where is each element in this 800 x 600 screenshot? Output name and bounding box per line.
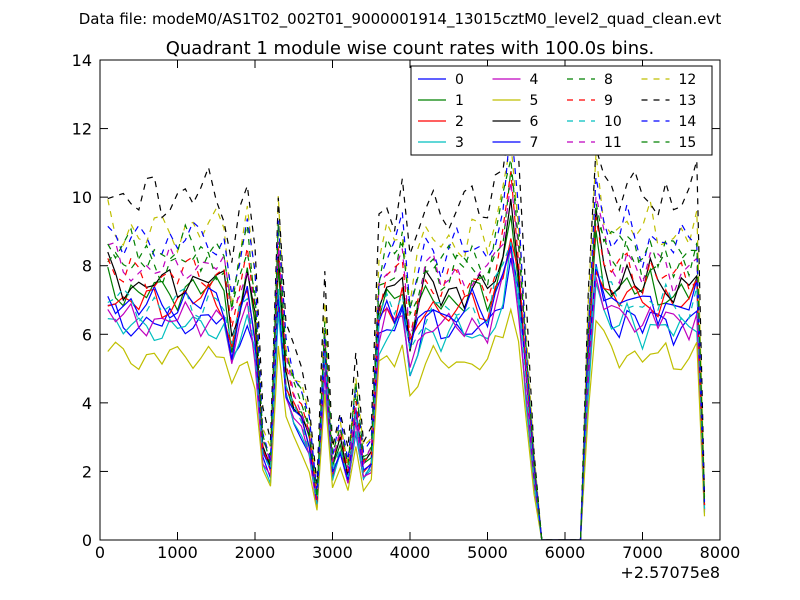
x-tick-label: 8000 [700, 543, 741, 562]
y-tick-label: 12 [72, 120, 92, 139]
legend-label-1: 1 [455, 93, 464, 109]
series-layer [107, 110, 706, 540]
y-tick-label: 14 [72, 51, 92, 70]
series-line-6 [107, 198, 706, 540]
legend-label-15: 15 [679, 135, 697, 151]
legend-box [410, 65, 713, 156]
x-tick-label: 3000 [312, 543, 353, 562]
legend-label-10: 10 [604, 114, 622, 130]
legend-label-7: 7 [530, 135, 539, 151]
series-line-15 [107, 158, 706, 540]
legend-label-12: 12 [679, 72, 697, 88]
legend-label-4: 4 [530, 72, 539, 88]
x-tick-label: 2000 [235, 543, 276, 562]
x-tick-label: 7000 [622, 543, 663, 562]
legend-label-6: 6 [530, 114, 539, 130]
series-line-10 [107, 242, 706, 540]
x-tick-label: 0 [95, 543, 105, 562]
series-line-7 [107, 245, 706, 540]
series-line-4 [107, 249, 706, 540]
y-tick-label: 4 [82, 394, 92, 413]
legend-label-5: 5 [530, 93, 539, 109]
x-tick-label: 1000 [157, 543, 198, 562]
x-tick-label: 4000 [390, 543, 431, 562]
y-tick-label: 10 [72, 188, 92, 207]
y-tick-label: 8 [82, 257, 92, 276]
x-tick-label: 5000 [467, 543, 508, 562]
chart-title: Quadrant 1 module wise count rates with … [166, 38, 655, 59]
x-tick-label: 6000 [545, 543, 586, 562]
series-line-14 [107, 123, 706, 540]
data-file-caption: Data file: modeM0/AS1T02_002T01_90000019… [79, 10, 722, 29]
legend-label-2: 2 [455, 114, 464, 130]
x-axis: 0 1000 2000 3000 4000 5000 6000 7000 8000 [95, 60, 740, 562]
series-line-5 [107, 307, 706, 540]
x-offset-label: +2.57075e8 [620, 563, 720, 582]
y-tick-label: 0 [82, 531, 92, 550]
legend-label-14: 14 [679, 114, 697, 130]
y-tick-label: 6 [82, 325, 92, 344]
series-line-11 [107, 181, 706, 540]
legend-label-11: 11 [604, 135, 622, 151]
series-line-2 [107, 238, 706, 540]
legend-label-9: 9 [604, 93, 613, 109]
y-tick-label: 2 [82, 462, 92, 481]
series-line-13 [107, 110, 706, 540]
legend-label-0: 0 [455, 72, 464, 88]
legend-label-8: 8 [604, 72, 613, 88]
legend-label-3: 3 [455, 135, 464, 151]
legend-label-13: 13 [679, 93, 697, 109]
